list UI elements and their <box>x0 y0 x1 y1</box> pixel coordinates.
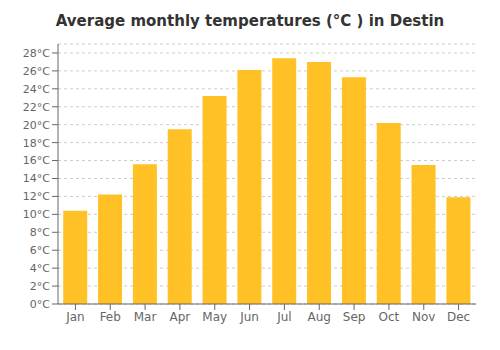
svg-text:Oct: Oct <box>379 310 400 324</box>
svg-text:20°C: 20°C <box>23 119 50 132</box>
svg-text:4°C: 4°C <box>30 262 50 275</box>
svg-text:Jan: Jan <box>65 310 85 324</box>
svg-text:Jun: Jun <box>239 310 259 324</box>
svg-text:12°C: 12°C <box>23 190 50 203</box>
svg-text:24°C: 24°C <box>23 83 50 96</box>
svg-text:Mar: Mar <box>134 310 157 324</box>
svg-text:Apr: Apr <box>170 310 191 324</box>
svg-text:Nov: Nov <box>412 310 435 324</box>
svg-text:May: May <box>202 310 227 324</box>
svg-text:6°C: 6°C <box>30 244 50 257</box>
svg-text:14°C: 14°C <box>23 172 50 185</box>
svg-text:0°C: 0°C <box>30 298 50 311</box>
svg-text:26°C: 26°C <box>23 65 50 78</box>
svg-text:28°C: 28°C <box>23 47 50 60</box>
html-text:Average monthly temperatures (: Average monthly temperatures (°C ) in De… <box>55 12 445 30</box>
svg-text:Sep: Sep <box>343 310 366 324</box>
svg-text:10°C: 10°C <box>23 208 50 221</box>
svg-text:8°C: 8°C <box>30 226 50 239</box>
svg-text:16°C: 16°C <box>23 154 50 167</box>
svg-text:Aug: Aug <box>308 310 331 324</box>
svg-text:Feb: Feb <box>100 310 121 324</box>
svg-text:Jul: Jul <box>276 310 291 324</box>
svg-text:18°C: 18°C <box>23 137 50 150</box>
svg-text:22°C: 22°C <box>23 101 50 114</box>
svg-text:Dec: Dec <box>447 310 470 324</box>
svg-text:2°C: 2°C <box>30 280 50 293</box>
